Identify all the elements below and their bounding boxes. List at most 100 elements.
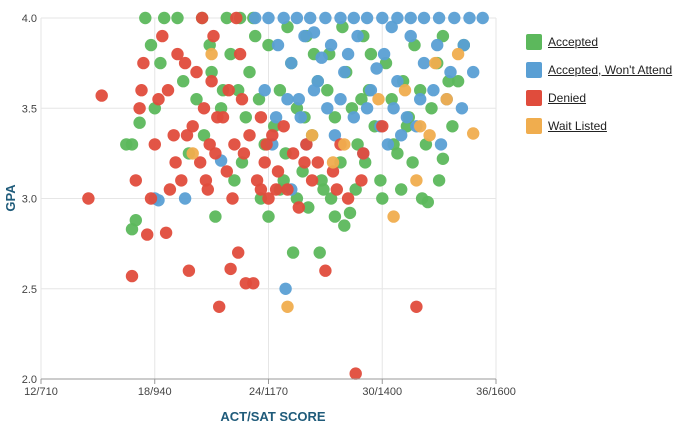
legend-label: Accepted <box>548 34 599 49</box>
data-point <box>364 47 378 61</box>
data-point <box>220 165 233 178</box>
data-point <box>338 219 351 232</box>
data-point <box>144 192 158 205</box>
data-point <box>258 84 271 97</box>
data-point <box>360 102 374 115</box>
data-point <box>141 228 154 241</box>
data-point <box>252 93 266 106</box>
data-point <box>195 11 209 25</box>
data-point <box>351 138 364 151</box>
data-point <box>178 56 192 70</box>
data-point <box>137 56 150 70</box>
data-point <box>341 192 355 205</box>
data-point <box>125 269 139 283</box>
data-point <box>125 138 139 151</box>
data-point <box>226 192 239 205</box>
data-point <box>338 138 351 151</box>
data-point <box>213 300 226 313</box>
data-point <box>133 102 146 115</box>
data-point <box>328 210 342 223</box>
data-point <box>338 65 351 79</box>
data-point <box>279 282 292 295</box>
data-point <box>444 65 457 79</box>
data-point <box>391 11 404 25</box>
data-point <box>171 47 184 61</box>
data-point <box>230 11 243 25</box>
data-point <box>139 11 152 25</box>
data-point <box>455 102 469 115</box>
data-point <box>144 38 158 52</box>
data-point <box>334 11 347 25</box>
data-point <box>235 93 249 106</box>
legend-item[interactable]: Accepted, Won't Attend <box>526 60 672 79</box>
legend-label: Wait Listed <box>548 118 607 133</box>
data-point <box>163 183 177 196</box>
data-point <box>321 102 334 115</box>
legend-swatch <box>526 61 542 78</box>
data-point <box>95 89 108 102</box>
data-point <box>199 174 213 187</box>
data-point <box>355 93 368 106</box>
data-point <box>294 111 307 124</box>
data-point <box>307 26 321 39</box>
data-point <box>414 84 427 97</box>
data-point <box>427 84 440 97</box>
legend-item[interactable]: Accepted <box>526 32 672 51</box>
data-point <box>129 174 142 187</box>
data-point <box>321 84 334 97</box>
data-point <box>156 29 169 43</box>
data-point <box>404 29 417 43</box>
data-point <box>328 111 342 124</box>
data-point <box>370 62 383 75</box>
data-point <box>224 262 237 276</box>
data-point <box>281 183 294 196</box>
data-point <box>152 93 165 106</box>
data-point <box>243 129 256 142</box>
data-point <box>298 156 311 169</box>
data-point <box>180 129 194 142</box>
data-point <box>302 201 315 214</box>
data-point <box>347 111 360 124</box>
data-point <box>400 111 414 124</box>
data-point <box>154 56 167 70</box>
data-point <box>387 102 400 115</box>
data-point <box>249 29 262 43</box>
data-point <box>330 183 343 196</box>
data-point <box>328 129 342 142</box>
data-point <box>277 120 290 133</box>
data-point <box>349 367 362 380</box>
data-point <box>197 129 211 142</box>
data-point <box>222 84 235 97</box>
data-point <box>315 51 328 64</box>
y-axis-label: GPA <box>3 184 18 212</box>
data-point <box>171 11 184 25</box>
data-point <box>209 210 222 223</box>
data-point <box>448 11 461 25</box>
x-tick-label: 12/710 <box>24 386 58 398</box>
data-point <box>372 93 385 106</box>
y-tick-label: 3.0 <box>22 194 37 206</box>
data-point <box>421 195 434 209</box>
data-point <box>125 223 139 236</box>
data-point <box>451 47 465 61</box>
data-point <box>436 29 450 43</box>
data-point <box>273 84 287 97</box>
legend-item[interactable]: Wait Listed <box>526 116 672 135</box>
legend-item[interactable]: Denied <box>526 88 672 107</box>
data-point <box>404 11 417 25</box>
data-point <box>203 138 216 151</box>
data-point <box>387 210 400 223</box>
data-point <box>334 93 347 106</box>
data-point <box>395 129 408 142</box>
legend: Accepted Accepted, Won't Attend Denied Wait… <box>526 32 672 144</box>
data-point <box>440 93 453 106</box>
data-point <box>169 156 182 169</box>
data-point <box>410 174 423 187</box>
data-point <box>239 111 252 124</box>
x-axis-label: ACT/SAT SCORE <box>220 409 326 424</box>
y-tick-label: 2.5 <box>22 284 37 296</box>
y-tick-label: 3.5 <box>22 103 37 115</box>
data-point <box>406 156 419 169</box>
data-point <box>271 165 285 178</box>
data-point <box>292 201 305 214</box>
